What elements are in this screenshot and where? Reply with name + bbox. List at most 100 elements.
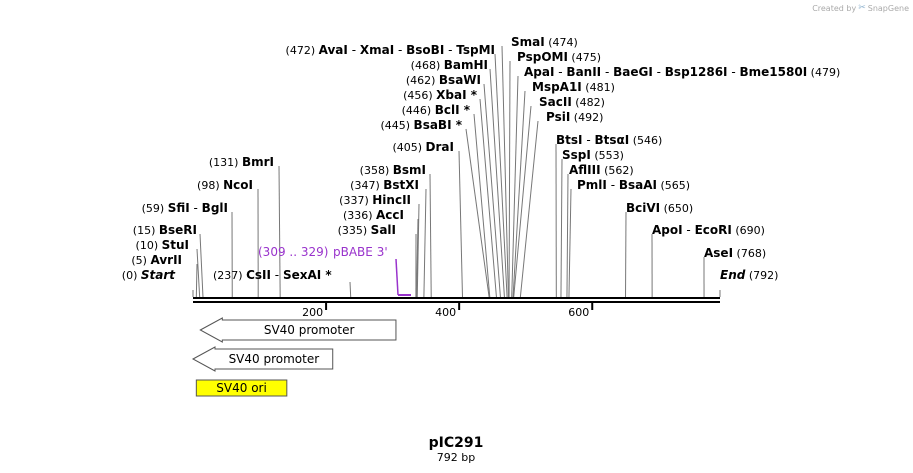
enzyme-name: PmlI (577, 178, 607, 192)
leader-stui (196, 248, 201, 298)
site-position: (98) (197, 179, 223, 192)
site-label-end[interactable]: End (792) (720, 268, 778, 282)
feature-sv40-ori[interactable]: SV40 ori (195, 379, 288, 397)
site-label-sacii[interactable]: SacII (482) (539, 95, 605, 109)
site-label-bmri[interactable]: (131) BmrI (209, 155, 274, 169)
site-position: (59) (142, 202, 168, 215)
credit-brand: SnapGene (867, 3, 909, 13)
site-label-bcli[interactable]: (446) BclI * (402, 103, 471, 117)
site-label-apai[interactable]: ApaI - BanII - BaeGI - Bsp1286I - Bme158… (524, 65, 840, 79)
leader-avai (494, 53, 508, 298)
feature-sv40-promoter-2[interactable]: SV40 promoter (191, 346, 334, 372)
site-label-mspa1i[interactable]: MspA1I (481) (532, 80, 615, 94)
enzyme-name: BtsI (556, 133, 583, 147)
site-label-avrii[interactable]: (5) AvrII (131, 253, 182, 267)
leader-acci (416, 218, 419, 298)
feature-sv40-promoter-1[interactable]: SV40 promoter (199, 317, 397, 343)
leader-apai (511, 75, 519, 298)
enzyme-name: BglI (202, 201, 228, 215)
site-label-sali[interactable]: (335) SalI (338, 223, 396, 237)
enzyme-separator: - (607, 178, 619, 192)
leader-sspi (560, 158, 563, 298)
enzyme-separator: - (728, 65, 740, 79)
site-label-ncoi[interactable]: (98) NcoI (197, 178, 253, 192)
site-label-asei[interactable]: AseI (768) (704, 246, 766, 260)
enzyme-name: TspMI (456, 43, 495, 57)
enzyme-separator: - (683, 223, 695, 237)
site-label-afliii[interactable]: AflIII (562) (569, 163, 634, 177)
enzyme-name: PspOMI (517, 50, 568, 64)
enzyme-name: BstXI (383, 178, 419, 192)
site-label-bsabi[interactable]: (445) BsaBI * (380, 118, 462, 132)
site-label-acci[interactable]: (336) AccI (343, 208, 404, 222)
plasmid-length: 792 bp (437, 451, 475, 464)
leader-drai (458, 150, 463, 298)
site-position: (474) (545, 36, 578, 49)
enzyme-name: BclI * (435, 103, 471, 117)
site-label-csii[interactable]: (237) CsII - SexAI * (213, 268, 332, 282)
site-label-sspi[interactable]: SspI (553) (562, 148, 624, 162)
site-label-pspomi[interactable]: PspOMI (475) (517, 50, 601, 64)
site-position: (336) (343, 209, 376, 222)
site-label-apoi[interactable]: ApoI - EcoRI (690) (652, 223, 765, 237)
primer-range: (309 .. 329) (258, 245, 328, 259)
site-label-pmli[interactable]: PmlI - BsaAI (565) (577, 178, 690, 192)
site-position: (131) (209, 156, 242, 169)
site-label-psii[interactable]: PsiI (492) (546, 110, 603, 124)
map-title: pIC291 792 bp (429, 435, 484, 464)
site-label-bcivi[interactable]: BciVI (650) (626, 201, 693, 215)
leader-bcli (473, 113, 491, 298)
site-label-bseri[interactable]: (15) BseRI (133, 223, 197, 237)
enzyme-name: BsmI (393, 163, 426, 177)
enzyme-name: BtsαI (594, 133, 629, 147)
leader-afliii (566, 173, 569, 298)
site-label-bsmi[interactable]: (358) BsmI (360, 163, 426, 177)
enzyme-name: NcoI (223, 178, 253, 192)
site-label-btsi[interactable]: BtsI - BtsαI (546) (556, 133, 662, 147)
site-position: (0) (122, 269, 141, 282)
site-position: (690) (732, 224, 765, 237)
enzyme-name: BseRI (159, 223, 197, 237)
site-label-bstxi[interactable]: (347) BstXI (350, 178, 419, 192)
enzyme-separator: - (554, 65, 566, 79)
site-position: (446) (402, 104, 435, 117)
enzyme-name: BaeGI (613, 65, 653, 79)
feature-label: SV40 ori (216, 381, 267, 395)
site-position: (792) (745, 269, 778, 282)
enzyme-name: BsaWI (439, 73, 481, 87)
enzyme-name: EcoRI (695, 223, 732, 237)
site-label-avai[interactable]: (472) AvaI - XmaI - BsoBI - TspMI (286, 43, 495, 57)
site-label-start[interactable]: (0) Start (122, 268, 176, 282)
enzyme-separator: - (394, 43, 406, 57)
site-position: (479) (807, 66, 840, 79)
site-label-xbai[interactable]: (456) XbaI * (403, 88, 478, 102)
enzyme-name: PsiI (546, 110, 570, 124)
site-label-bsawi[interactable]: (462) BsaWI (406, 73, 481, 87)
leader-psii (519, 120, 539, 298)
leader-xbai (479, 98, 497, 298)
leader-bstxi (423, 188, 427, 298)
enzyme-name: SfiI (168, 201, 190, 215)
site-position: (10) (136, 239, 162, 252)
enzyme-name: End (720, 268, 746, 282)
enzyme-name: SmaI (511, 35, 545, 49)
site-label-drai[interactable]: (405) DraI (392, 140, 454, 154)
enzyme-name: AseI (704, 246, 733, 260)
site-label-sfii[interactable]: (59) SfiI - BglI (142, 201, 228, 215)
site-label-stui[interactable]: (10) StuI (136, 238, 189, 252)
primer-name[interactable]: pBABE 3' (333, 245, 388, 259)
enzyme-name: Bme1580I (740, 65, 808, 79)
site-label-bamhi[interactable]: (468) BamHI (411, 58, 488, 72)
feature-track: SV40 promoter SV40 promoter SV40 ori (191, 317, 397, 397)
enzyme-name: AvaI (319, 43, 348, 57)
site-label-hincii[interactable]: (337) HincII (339, 193, 411, 207)
site-labels: (0) Start(5) AvrII(10) StuI(15) BseRI (59… (122, 35, 840, 282)
enzyme-name: BamHI (444, 58, 488, 72)
enzyme-name: MspA1I (532, 80, 582, 94)
site-position: (650) (660, 202, 693, 215)
ruler-tick-label: 400 (435, 306, 456, 319)
enzyme-name: StuI (162, 238, 189, 252)
site-label-smai[interactable]: SmaI (474) (511, 35, 578, 49)
site-position: (237) (213, 269, 246, 282)
leader-sacii (513, 105, 532, 298)
